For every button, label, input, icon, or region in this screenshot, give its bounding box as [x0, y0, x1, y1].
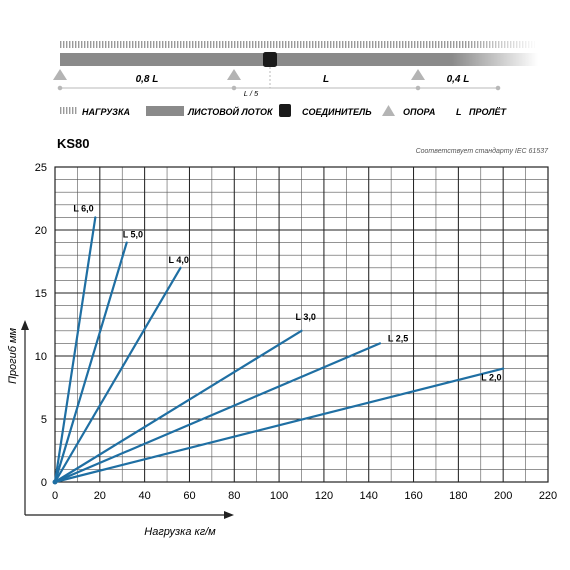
tray-bar-icon: [146, 106, 184, 116]
y-tick-label: 20: [35, 225, 47, 237]
support-triangle-icon: [382, 105, 395, 116]
legend-label-tray: ЛИСТОВОЙ ЛОТОК: [187, 106, 274, 117]
connector-square-icon: [263, 52, 277, 67]
series-label-1: L 5,0: [123, 230, 143, 240]
x-tick-label: 120: [315, 490, 333, 502]
y-tick-label: 10: [35, 351, 47, 363]
y-tick-label: 5: [41, 414, 47, 426]
segment-label-0: 0,8 L: [136, 74, 159, 85]
origin-point: [52, 479, 58, 485]
x-tick-label: 160: [404, 490, 422, 502]
segment-label-1: L: [323, 74, 329, 85]
x-tick-label: 180: [449, 490, 467, 502]
axis-arrows: [21, 320, 234, 519]
series-label-5: L 2,0: [481, 373, 501, 383]
x-tick-label: 140: [360, 490, 378, 502]
axis-arrow-right-icon: [224, 511, 234, 519]
connector-square-icon: [279, 104, 291, 117]
series-line-4: [53, 342, 382, 484]
series-label-4: L 2,5: [388, 333, 408, 343]
support-triangle-icon: [227, 69, 241, 80]
load-hatch-icon: [60, 107, 78, 114]
y-tick-label: 25: [35, 162, 47, 174]
legend-label-span: ПРОЛЁТ: [469, 107, 508, 117]
axis-arrow-up-icon: [21, 320, 29, 330]
standard-note: Соответствует стандарту IEC 61537: [416, 147, 550, 155]
series-line-2: [53, 266, 182, 484]
x-tick-label: 100: [270, 490, 288, 502]
segment-label-2: 0,4 L: [447, 74, 470, 85]
joint-label: L / 5: [244, 89, 259, 98]
deflection-chart: 0 20 40 60 80 100 120 140 160 180 200 220 0 5 10 15 20 25…: [35, 162, 557, 502]
tray-bar: [60, 53, 538, 66]
x-tick-label: 200: [494, 490, 512, 502]
y-tick-label: 0: [41, 477, 47, 489]
y-axis-label: Прогиб мм: [7, 328, 19, 385]
legend: НАГРУЗКА ЛИСТОВОЙ ЛОТОК СОЕДИНИТЕЛЬ ОПОР…: [60, 104, 508, 117]
span-letter-icon: L: [456, 107, 462, 117]
legend-label-support: ОПОРА: [403, 107, 435, 117]
series-label-2: L 4,0: [168, 255, 188, 265]
series-label-3: L 3,0: [296, 312, 316, 322]
series-line-3: [53, 329, 303, 484]
series-label-0: L 6,0: [73, 203, 93, 213]
span-diagram: 0,8 L L 0,4 L L / 5: [53, 41, 538, 98]
legend-label-connector: СОЕДИНИТЕЛЬ: [302, 107, 372, 117]
support-triangle-icon: [53, 69, 67, 80]
series-line-1: [53, 241, 128, 484]
y-tick-label: 15: [35, 288, 47, 300]
series-line-5: [53, 367, 505, 484]
x-tick-label: 40: [139, 490, 151, 502]
legend-label-load: НАГРУЗКА: [82, 107, 130, 117]
model-title: KS80: [57, 136, 90, 151]
series-line-0: [53, 216, 97, 484]
x-tick-label: 20: [94, 490, 106, 502]
x-axis-label: Нагрузка кг/м: [144, 526, 216, 538]
x-tick-label: 220: [539, 490, 557, 502]
x-tick-label: 80: [228, 490, 240, 502]
support-triangle-icon: [411, 69, 425, 80]
plot-frame: [54, 166, 549, 483]
x-tick-label: 60: [183, 490, 195, 502]
x-tick-label: 0: [52, 490, 58, 502]
